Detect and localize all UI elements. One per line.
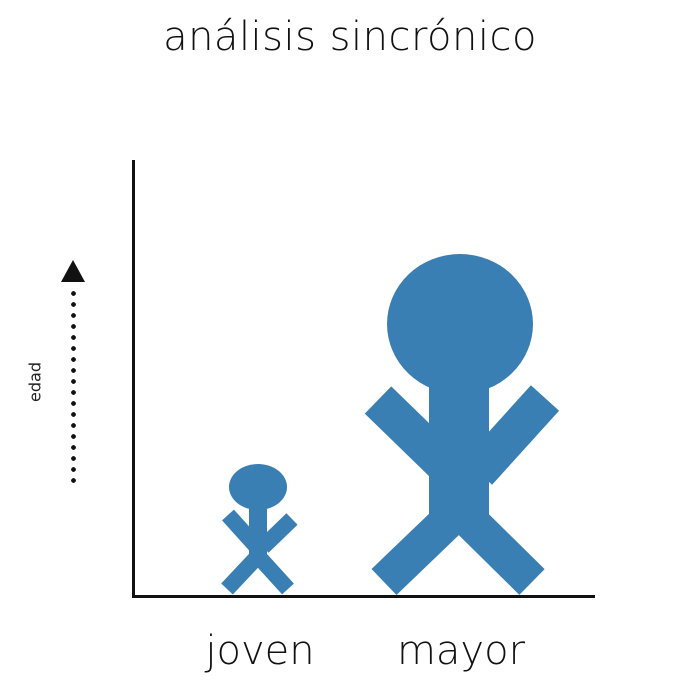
y-axis-line (132, 160, 135, 598)
x-axis-line (132, 595, 595, 598)
age-axis-label: edad (25, 362, 45, 402)
young-label: joven (205, 628, 315, 674)
young-person-icon (221, 464, 298, 595)
up-arrow-head-icon (61, 260, 85, 282)
page-title: análisis sincrónico (163, 14, 537, 60)
dotted-arrow-shaft-icon (71, 288, 76, 484)
adult-label: mayor (396, 628, 526, 674)
adult-person-icon (364, 254, 560, 595)
